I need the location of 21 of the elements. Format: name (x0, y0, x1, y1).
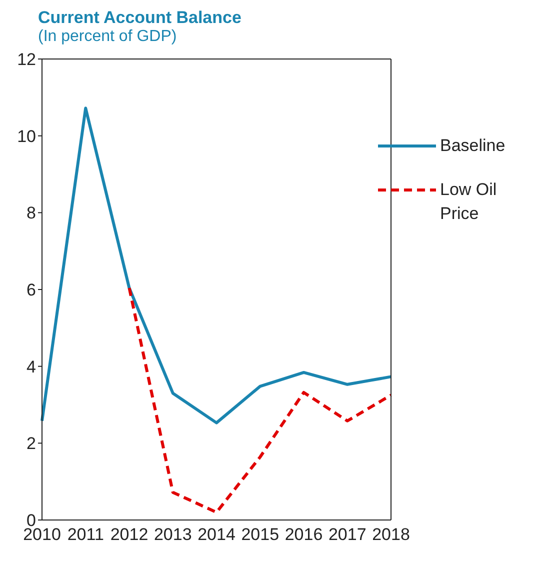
y-tick-label: 8 (26, 204, 36, 223)
x-tick-label: 2012 (110, 525, 148, 544)
x-tick-label: 2015 (241, 525, 280, 544)
x-tick-label: 2016 (284, 525, 323, 544)
chart-title: Current Account Balance (38, 8, 242, 28)
y-tick-label: 4 (26, 357, 36, 376)
x-tick-label: 2011 (67, 525, 104, 544)
y-tick-label: 2 (26, 434, 36, 454)
y-tick-label: 10 (17, 126, 36, 146)
x-tick-label: 2018 (372, 525, 410, 544)
line-series (128, 286, 392, 514)
x-tick-label: 2010 (23, 525, 61, 544)
legend-label: Baseline (440, 135, 506, 157)
line-series (40, 106, 392, 424)
x-tick-label: 2017 (328, 525, 366, 544)
x-tick-label: 2014 (198, 525, 236, 544)
y-tick-label: 12 (17, 50, 36, 70)
x-tick-label: 2013 (154, 525, 192, 544)
legend-label: Low Oil Price (440, 179, 498, 225)
y-tick-label: 6 (26, 280, 36, 300)
chart-subtitle: (In percent of GDP) (38, 28, 178, 46)
